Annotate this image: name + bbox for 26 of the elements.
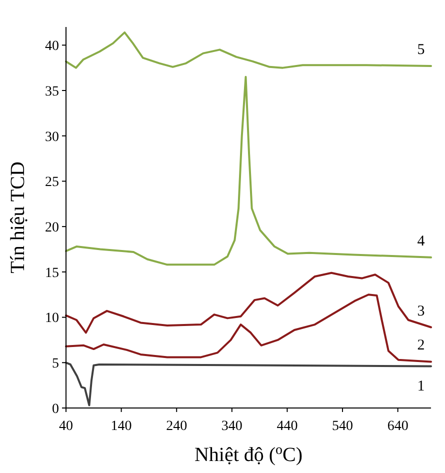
line-series <box>65 76 432 266</box>
x-tick-label: 240 <box>166 419 188 434</box>
x-tick-label: 540 <box>332 419 354 434</box>
series-label: 5 <box>417 42 425 58</box>
y-tick-label: 25 <box>45 175 59 190</box>
line-series <box>65 272 432 334</box>
line-series <box>65 31 432 69</box>
x-tick-label: 140 <box>110 419 132 434</box>
y-tick-label: 35 <box>45 84 59 100</box>
y-tick-label: 10 <box>45 311 59 326</box>
series-label: 4 <box>417 233 426 250</box>
x-tick-label: 340 <box>221 419 242 434</box>
series-label: 2 <box>417 338 425 354</box>
x-tick-label: 640 <box>387 419 408 434</box>
y-axis-title: Tín hiệu TCD <box>7 162 29 274</box>
y-tick-label: 0 <box>52 402 59 417</box>
series-label: 3 <box>417 303 425 320</box>
y-tick-label: 30 <box>45 130 59 145</box>
y-tick-label: 5 <box>52 356 59 372</box>
line-series <box>65 294 432 363</box>
y-tick-label: 15 <box>45 266 59 281</box>
y-tick-label: 40 <box>45 39 59 54</box>
x-axis-title: Nhiệt độ ($^{o}$C) <box>194 442 303 466</box>
series-label: 1 <box>417 378 425 394</box>
x-tick-label: 440 <box>276 419 298 434</box>
y-tick-label: 20 <box>45 220 59 236</box>
